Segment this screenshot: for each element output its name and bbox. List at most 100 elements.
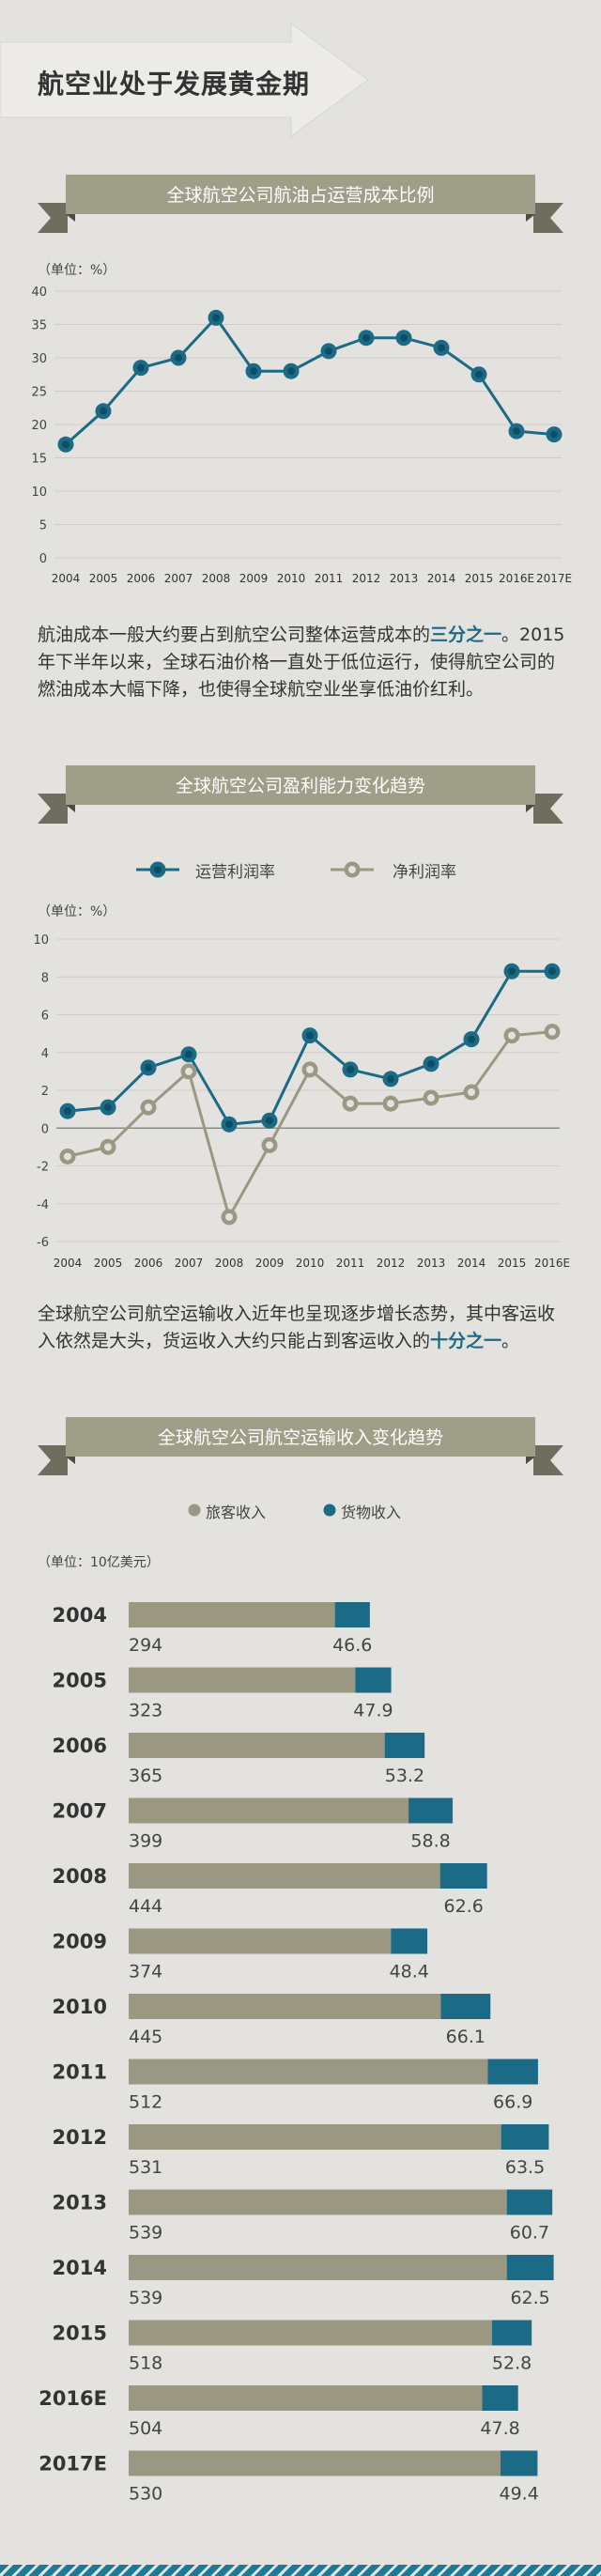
x-tick-label: 2010 [277, 572, 306, 585]
x-tick-label: 2006 [127, 572, 156, 585]
y-tick-label: 10 [33, 933, 49, 948]
cargo-value-label: 63.5 [505, 2157, 545, 2178]
legend-net-icon [331, 861, 374, 878]
passenger-value-label: 374 [129, 1962, 162, 1982]
data-point-core [145, 1103, 152, 1112]
cargo-bar [391, 1928, 428, 1954]
cargo-bar [506, 2255, 554, 2280]
x-tick-label: 2015 [498, 1257, 527, 1270]
y-tick-label: 30 [31, 352, 47, 366]
cargo-value-label: 48.4 [390, 1962, 429, 1982]
legend-operating-icon [136, 861, 179, 878]
data-point-core [225, 1212, 233, 1221]
cargo-bar [408, 1797, 454, 1824]
year-label: 2015 [53, 2322, 107, 2345]
passenger-value-label: 518 [129, 2353, 162, 2374]
chart1-unit: （单位：%） [38, 263, 116, 278]
passenger-bar [129, 1928, 392, 1954]
x-tick-label: 2013 [390, 572, 419, 585]
cargo-value-label: 52.8 [492, 2353, 532, 2374]
data-point-core [266, 1141, 273, 1149]
passenger-value-label: 512 [129, 2092, 162, 2113]
cargo-value-label: 47.8 [480, 2418, 519, 2439]
passenger-value-label: 530 [129, 2484, 162, 2505]
y-tick-label: 10 [31, 486, 47, 500]
passenger-value-label: 539 [129, 2288, 162, 2308]
bottom-stripe [0, 2565, 601, 2576]
x-tick-label: 2009 [239, 572, 269, 585]
y-tick-label: 20 [31, 419, 47, 433]
year-label: 2005 [53, 1670, 107, 1692]
legend-passenger-label: 旅客收入 [206, 1504, 267, 1521]
legend-cargo-dot [323, 1504, 336, 1517]
cargo-bar [487, 2059, 538, 2085]
year-label: 2007 [53, 1800, 107, 1823]
section1-paragraph: 航油成本一般大约要占到航空公司整体运营成本的三分之一。2015年下半年以来，全球… [38, 625, 565, 700]
passenger-value-label: 445 [129, 2027, 162, 2047]
data-point-core [287, 367, 295, 376]
data-point-core [306, 1031, 314, 1040]
profit-margin-line-chart: -6 -4 -2 0 2 4 6 8 10 2004 2005 2006 2007 2008 2009 201… [33, 933, 570, 1270]
data-point-core [325, 347, 332, 355]
data-point-core [347, 1100, 354, 1108]
cargo-value-label: 46.6 [332, 1635, 372, 1656]
x-tick-label: 2004 [54, 1257, 83, 1270]
data-point-core [175, 354, 182, 362]
year-label: 2010 [53, 1996, 107, 2018]
data-point-core [548, 967, 556, 976]
section3-heading: 全球航空公司航空运输收入变化趋势 [158, 1427, 443, 1448]
cargo-bar [506, 2189, 553, 2215]
year-label: 2008 [53, 1865, 107, 1888]
series-line [67, 969, 552, 1126]
passenger-value-label: 323 [129, 1701, 162, 1721]
passenger-bar [129, 2124, 501, 2150]
x-tick-label: 2011 [315, 572, 344, 585]
data-point-core [185, 1067, 193, 1075]
section2-ribbon: 全球航空公司盈利能力变化趋势 [38, 765, 563, 824]
data-point-core [387, 1074, 394, 1083]
data-point-core [185, 1050, 193, 1058]
x-tick-label: 2010 [296, 1257, 325, 1270]
data-point-core [438, 344, 445, 352]
passenger-value-label: 504 [129, 2418, 162, 2439]
year-label: 2017E [39, 2453, 107, 2476]
x-tick-label: 2008 [215, 1257, 244, 1270]
passenger-value-label: 444 [129, 1896, 162, 1917]
x-tick-label: 2009 [255, 1257, 285, 1270]
passenger-bar [129, 2255, 507, 2280]
section2-paragraph: 全球航空公司航空运输收入近年也呈现逐步增长态势，其中客运收入依然是大头，货运收入… [38, 1303, 556, 1351]
fuel-cost-line-chart: 0 5 10 15 20 25 30 35 40 2004 2005 2006 2007 2008 2009… [31, 285, 572, 585]
x-tick-label: 2008 [202, 572, 231, 585]
page-title: 航空业处于发展黄金期 [38, 69, 311, 100]
data-point-core [468, 1088, 475, 1097]
y-tick-label: 4 [41, 1047, 49, 1061]
cargo-value-label: 58.8 [410, 1831, 450, 1852]
y-tick-label: 5 [39, 519, 47, 533]
data-point-core [362, 333, 370, 342]
cargo-bar [500, 2450, 538, 2476]
x-tick-label: 2014 [457, 1257, 486, 1270]
title-banner [0, 23, 369, 137]
data-point-core [225, 1120, 233, 1129]
y-tick-label: 25 [31, 386, 47, 400]
passenger-bar [129, 1667, 356, 1693]
x-tick-label: 2007 [164, 572, 193, 585]
passenger-bar [129, 2450, 501, 2476]
passenger-value-label: 294 [129, 1635, 162, 1656]
passenger-bar [129, 1797, 409, 1824]
legend-cargo-label: 货物收入 [341, 1504, 402, 1521]
passenger-bar [129, 1602, 335, 1627]
data-point-core [64, 1152, 71, 1161]
passenger-value-label: 539 [129, 2223, 162, 2244]
data-point-core [306, 1065, 314, 1073]
cargo-value-label: 62.6 [444, 1896, 484, 1917]
x-tick-label: 2017E [536, 572, 572, 585]
cargo-bar [439, 1863, 487, 1889]
y-tick-label: -6 [37, 1236, 49, 1250]
passenger-bar [129, 2320, 492, 2346]
year-label: 2013 [53, 2192, 107, 2214]
x-tick-label: 2012 [352, 572, 381, 585]
cargo-value-label: 62.5 [510, 2288, 549, 2308]
cargo-bar [501, 2124, 549, 2150]
data-point-core [104, 1143, 112, 1151]
